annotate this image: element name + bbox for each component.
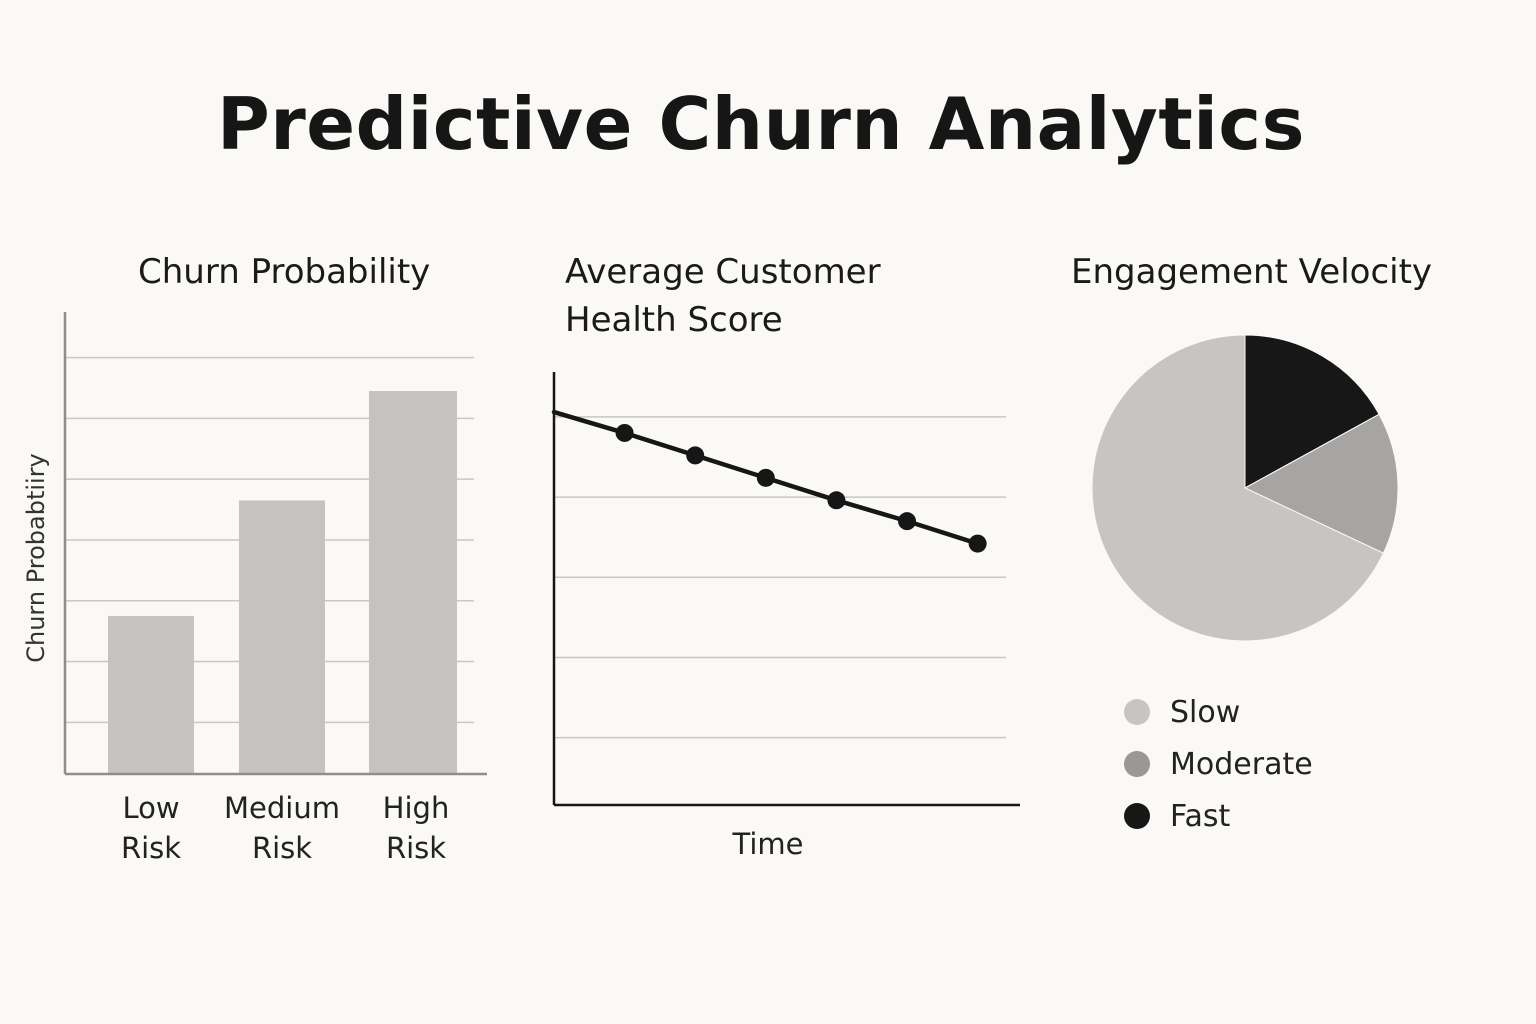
legend-item-fast: Fast [1124, 790, 1313, 842]
legend-item-slow: Slow [1124, 686, 1313, 738]
bar-category-label: High [383, 791, 450, 825]
bar-chart: Low Risk Medium Risk High Risk Churn Probabtii… [22, 312, 487, 865]
bar-category-label: Low [122, 791, 179, 825]
bar-category-label: Medium [224, 791, 340, 825]
bar-category-label: Risk [121, 831, 181, 865]
line-point [756, 468, 775, 487]
legend-label: Fast [1170, 798, 1231, 834]
pie-chart-title: Engagement Velocity [1071, 252, 1433, 292]
page-title: Predictive Churn Analytics [217, 82, 1305, 166]
legend-swatch [1124, 803, 1150, 829]
pie-slice-slow [1091, 334, 1385, 642]
legend-swatch [1124, 699, 1150, 725]
line-point [686, 446, 705, 465]
line-point [615, 423, 634, 442]
bar [108, 615, 194, 774]
legend-label: Moderate [1170, 746, 1313, 782]
line-chart-title-line-2: Health Score [565, 300, 783, 340]
bar [369, 391, 457, 774]
legend-label: Slow [1170, 694, 1241, 730]
bar-y-axis-label: Churn Probabtiiry [22, 453, 50, 663]
bar [239, 500, 325, 774]
legend-swatch [1124, 751, 1150, 777]
pie-chart [1091, 334, 1399, 642]
line-chart-title-line-1: Average Customer [565, 252, 881, 292]
bar-category-label: Risk [386, 831, 446, 865]
line-point [968, 534, 987, 553]
line-chart-title: Average Customer Health Score [565, 248, 965, 344]
line-point [898, 512, 917, 531]
pie-slice-fast [1244, 334, 1380, 489]
pie-legend: Slow Moderate Fast [1124, 686, 1313, 842]
line-chart: Time [551, 372, 1020, 861]
line-point [827, 491, 846, 510]
bar-chart-title: Churn Probability [138, 252, 431, 292]
legend-item-moderate: Moderate [1124, 738, 1313, 790]
pie-slice-moderate [1243, 413, 1399, 554]
bar-category-label: Risk [252, 831, 312, 865]
line-x-axis-label: Time [732, 827, 804, 861]
